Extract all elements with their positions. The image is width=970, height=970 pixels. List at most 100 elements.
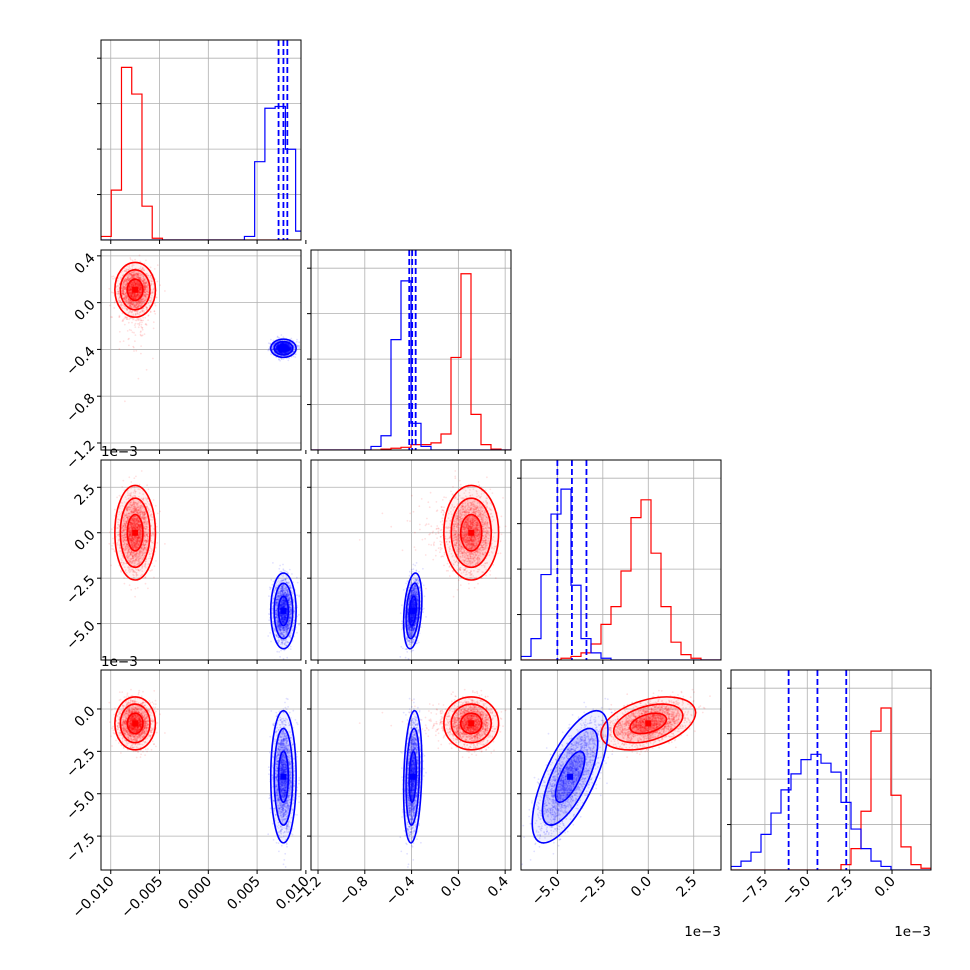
sample-point [123, 288, 126, 290]
sample-point [138, 278, 141, 280]
sample-point [152, 291, 154, 294]
sample-point [126, 278, 129, 281]
sample-point [130, 291, 132, 294]
sample-point [132, 306, 135, 308]
sample-point [137, 293, 140, 296]
sample-point [125, 296, 127, 299]
sample-point [138, 302, 141, 305]
sample-point [133, 324, 136, 326]
sample-point [135, 280, 138, 283]
sample-point [136, 302, 138, 305]
sample-point [133, 294, 136, 297]
sample-point [146, 297, 149, 299]
sample-point [139, 317, 142, 320]
sample-point [134, 283, 137, 285]
sample-point [122, 281, 125, 284]
sample-point [144, 279, 146, 282]
sample-point [137, 318, 139, 321]
sample-point [116, 279, 119, 282]
sample-point [122, 290, 124, 293]
sample-point [128, 279, 130, 282]
sample-point [122, 319, 124, 322]
sample-point [129, 283, 132, 286]
sample-point [156, 512, 159, 515]
sample-point [121, 303, 124, 306]
sample-point [135, 283, 138, 286]
sample-point [135, 302, 138, 305]
sample-point [146, 290, 149, 293]
sample-point [294, 356, 297, 358]
sample-point [131, 293, 134, 295]
sample-point [149, 266, 152, 269]
sample-point [143, 286, 146, 289]
sample-point [132, 284, 135, 286]
sample-point [144, 286, 146, 288]
sample-point [128, 287, 131, 290]
sample-point [129, 293, 132, 295]
sample-point [143, 284, 146, 287]
sample-point [122, 288, 125, 291]
sample-point [130, 276, 133, 279]
sample-point [130, 302, 132, 305]
sample-point [132, 284, 135, 286]
sample-point [131, 295, 134, 297]
sample-point [128, 266, 131, 269]
sample-point [137, 303, 139, 306]
sample-point [133, 294, 136, 297]
sample-point [143, 291, 146, 294]
sample-point [122, 286, 125, 289]
sample-point [133, 292, 136, 295]
sample-point [137, 295, 139, 297]
sample-point [136, 296, 139, 299]
sample-point [139, 278, 142, 281]
sample-point [287, 359, 290, 362]
sample-point [129, 291, 132, 294]
sample-point [134, 304, 136, 306]
sample-point [122, 273, 125, 276]
sample-point [138, 284, 141, 287]
sample-point [141, 309, 144, 312]
sample-point [129, 288, 132, 290]
sample-point [131, 310, 134, 313]
sample-point [136, 310, 139, 313]
sample-point [139, 305, 142, 308]
sample-point [142, 279, 145, 282]
sample-point [131, 265, 134, 268]
sample-point [124, 288, 127, 291]
sample-point [132, 296, 135, 299]
sample-point [133, 477, 136, 480]
sample-point [129, 288, 132, 291]
sample-point [135, 272, 137, 275]
sample-point [142, 307, 145, 310]
sample-point [141, 301, 144, 303]
sample-point [143, 284, 145, 287]
sample-point [121, 312, 124, 315]
panel-0-1 [97, 249, 307, 454]
sample-point [140, 278, 142, 281]
sample-point [134, 283, 137, 286]
sample-point [123, 281, 125, 284]
sample-point [150, 280, 153, 283]
sample-point [130, 292, 133, 295]
sample-point [292, 355, 295, 358]
sample-point [139, 287, 142, 289]
sample-point [139, 300, 142, 303]
sample-point [130, 292, 133, 295]
sample-point [137, 303, 140, 306]
sample-point [132, 283, 135, 286]
sample-point [142, 297, 144, 300]
sample-point [130, 293, 133, 295]
sample-point [131, 259, 134, 262]
sample-point [144, 289, 147, 292]
sample-point [132, 294, 135, 297]
sample-point [138, 303, 141, 305]
sample-point [140, 308, 143, 311]
sample-point [136, 281, 139, 284]
sample-point [138, 289, 140, 292]
sample-point [137, 276, 140, 279]
sample-point [127, 268, 129, 271]
sample-point [147, 293, 149, 296]
sample-point [136, 306, 139, 308]
sample-point [139, 288, 142, 291]
sample-point [136, 273, 139, 276]
